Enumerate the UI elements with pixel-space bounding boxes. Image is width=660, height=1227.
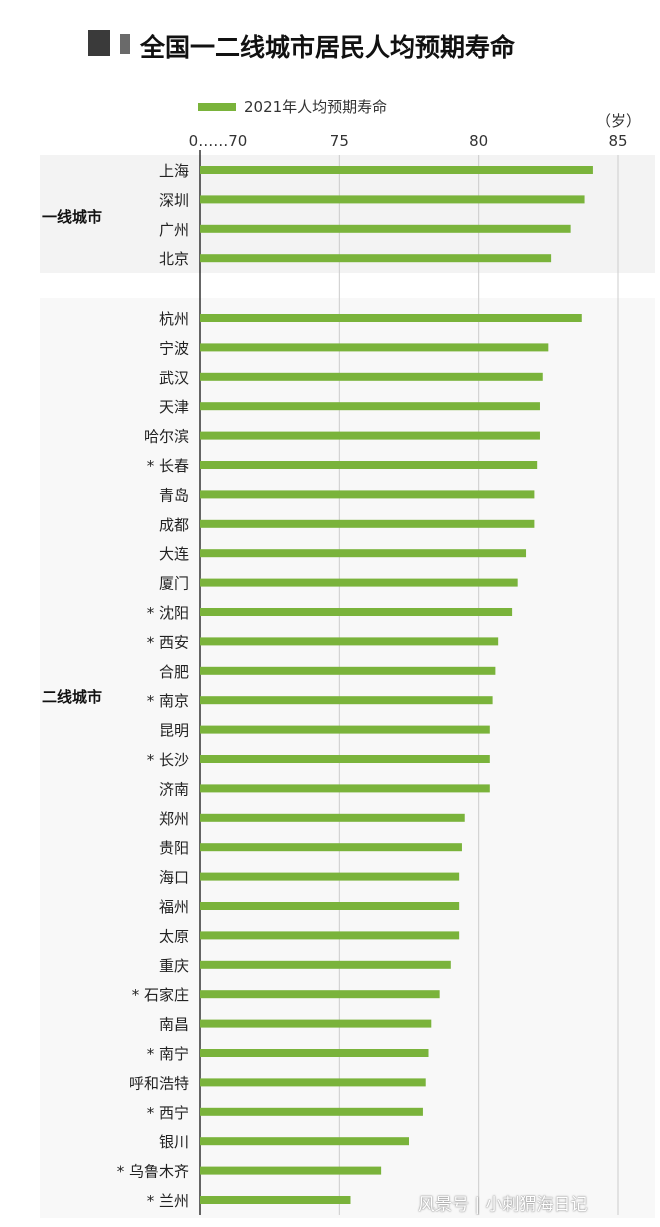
title-redaction-small [120,34,130,54]
bar [200,902,460,910]
bar [200,960,451,969]
category-label: 南昌 [159,1016,189,1034]
legend-swatch [198,102,236,111]
category-label: 郑州 [159,810,189,828]
category-label: 太原 [159,927,189,945]
bar [200,666,496,675]
bar [200,1049,429,1057]
category-label: 昆明 [159,722,189,740]
bar [200,784,490,793]
tier1-background [40,155,655,273]
tier1-label: 一线城市 [42,208,103,226]
bar [200,1078,426,1087]
bar [200,195,585,204]
bar [200,490,535,499]
bar [200,1166,382,1175]
legend-label: 2021年人均预期寿命 [244,98,388,116]
bar [200,637,499,646]
category-label: * 南宁 [147,1045,189,1063]
category-label: 合肥 [159,663,189,681]
category-label: 银川 [159,1133,189,1151]
bar [200,1137,409,1146]
x-tick-label: 85 [608,132,627,150]
category-label: 重庆 [159,957,189,975]
bar [200,314,582,322]
x-tick-label: 75 [330,132,349,150]
bar [200,872,460,881]
category-label: 杭州 [159,310,189,328]
x-tick-label: 0……70 [189,132,248,150]
bar [200,1019,432,1028]
bar [200,549,527,558]
category-label: 海口 [159,869,189,887]
bar [200,343,549,352]
bar [200,166,593,174]
bar [200,843,462,852]
bar [200,813,465,822]
x-tick-label: 80 [469,132,488,150]
category-label: * 长春 [147,457,189,475]
category-label: 厦门 [159,575,189,593]
category-label: 呼和浩特 [129,1074,189,1092]
category-label: 福州 [159,898,189,916]
bar [200,990,440,999]
bar [200,931,460,940]
bar [200,461,538,469]
bar [200,725,490,734]
category-label: 大连 [159,545,189,563]
unit-label: （岁） [596,112,642,130]
chart-title: 全国一二线城市居民人均预期寿命 [140,33,516,62]
category-label: * 石家庄 [132,986,189,1004]
legend: 2021年人均预期寿命 [198,96,387,117]
category-label: * 长沙 [147,751,189,769]
category-label: * 乌鲁木齐 [117,1163,189,1181]
category-label: * 南京 [147,692,189,710]
category-label: 上海 [159,162,189,180]
bar [200,402,540,411]
category-label: * 兰州 [147,1192,189,1210]
bar [200,696,493,705]
category-label: * 西安 [147,633,189,651]
bar [200,1107,423,1116]
category-label: 武汉 [159,369,189,387]
title-redaction [88,30,110,56]
category-label: 成都 [159,516,189,534]
tier2-label: 二线城市 [42,688,103,706]
category-label: 深圳 [159,191,189,209]
category-label: 哈尔滨 [144,428,189,446]
bar [200,608,513,616]
category-label: 贵阳 [159,839,189,857]
category-label: 宁波 [159,339,189,357]
category-label: 青岛 [159,486,189,504]
bar [200,755,490,763]
bar [200,1196,351,1204]
bar [200,519,535,528]
category-label: * 西宁 [147,1104,189,1122]
bar [200,224,571,233]
category-label: 广州 [159,221,189,239]
bar [200,578,518,587]
category-label: 天津 [159,398,189,416]
category-label: * 沈阳 [147,604,189,622]
category-label: 北京 [159,250,189,268]
category-label: 济南 [159,780,189,798]
footer-watermark: 风景号 | 小刺猬海日记 [418,1195,588,1215]
bar [200,254,552,263]
bar [200,431,540,440]
bar [200,372,543,381]
